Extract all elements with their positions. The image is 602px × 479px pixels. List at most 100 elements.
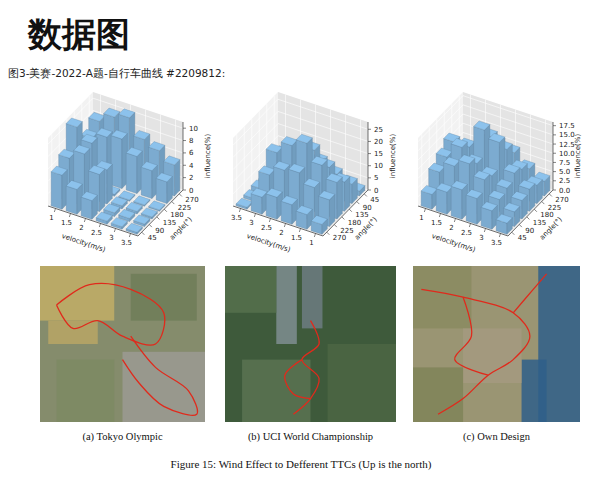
bar-face	[81, 192, 97, 201]
tick	[368, 190, 371, 191]
tick	[553, 144, 556, 145]
x-axis-line	[418, 206, 508, 236]
tick-label: 5	[374, 174, 378, 182]
bar	[266, 188, 282, 219]
tick	[512, 232, 515, 235]
bar-face	[281, 201, 292, 224]
bar-face	[99, 169, 104, 212]
tick	[269, 219, 270, 223]
tick	[553, 171, 556, 172]
panel-caption: (c) Own Design	[463, 431, 531, 443]
axis-title: angle(°)	[538, 215, 564, 241]
tick	[534, 209, 537, 212]
bar-face	[149, 142, 165, 151]
chart-3d: 11.522.533.545901351802252700.02.55.07.5…	[418, 92, 582, 254]
bar-face	[326, 173, 342, 182]
tick-label: 2	[79, 224, 83, 232]
route	[293, 321, 319, 415]
route	[57, 284, 165, 346]
tick-label: 225	[548, 204, 561, 212]
bar-face	[289, 164, 305, 173]
grid-line	[237, 134, 327, 232]
tick	[342, 217, 345, 220]
bar-face	[504, 203, 520, 212]
bar-face	[451, 181, 467, 190]
tick	[542, 202, 545, 205]
map-patch	[40, 266, 114, 321]
figure-caption: Figure 15: Wind Effect to Defferent TTCs…	[171, 458, 432, 471]
bar-face	[156, 178, 167, 203]
bar	[466, 189, 482, 224]
bar-face	[74, 145, 90, 154]
map	[225, 266, 396, 422]
bar-face	[266, 144, 282, 153]
bar	[251, 188, 267, 214]
bar-face	[236, 198, 252, 207]
route	[455, 297, 489, 375]
tick-label: 2	[449, 224, 453, 232]
tick-label: 45	[518, 234, 527, 242]
grid-line	[233, 99, 368, 145]
page: 数据图图3-美赛-2022-A题-自行车曲线 #2209812:11.522.5…	[0, 0, 602, 479]
tick-label: 0	[374, 187, 378, 195]
bar-face	[436, 183, 452, 192]
tick	[254, 214, 255, 218]
tick-label: 2.5	[91, 229, 102, 237]
tick	[54, 209, 55, 213]
map-background	[225, 266, 396, 422]
bar-face	[66, 180, 82, 189]
bar-face	[251, 188, 267, 197]
bars	[421, 121, 550, 234]
tick-label: 8	[189, 137, 193, 145]
tick-label: 3.5	[491, 239, 502, 247]
route	[513, 274, 546, 313]
tick	[364, 194, 367, 197]
bar	[311, 215, 327, 234]
tick-label: 1.5	[291, 234, 302, 242]
bar-face	[429, 163, 445, 172]
tick-label: 270	[555, 196, 568, 204]
map-imagery	[413, 266, 580, 422]
bar-face	[59, 149, 75, 158]
z-axis-line	[553, 122, 554, 190]
tick-label: 0.0	[559, 187, 570, 195]
bar-face	[281, 196, 297, 205]
bar-face	[66, 186, 77, 214]
tick-label: 17.5	[559, 122, 575, 130]
bar-face	[126, 153, 137, 194]
bar-face	[304, 178, 320, 187]
tick-label: 45	[148, 234, 157, 242]
bar-face	[107, 164, 112, 204]
bar-face	[141, 208, 157, 217]
tick-label: 1.5	[431, 219, 442, 227]
tick	[149, 225, 152, 228]
map-patch	[276, 266, 297, 344]
bar-face	[96, 212, 112, 221]
z-axis-line	[368, 122, 369, 190]
tick	[553, 134, 556, 135]
tick-label: 25	[374, 126, 383, 134]
grid-line	[74, 111, 164, 209]
map-patch	[48, 321, 98, 344]
bar-face	[126, 147, 142, 156]
tick-label: 15.0	[559, 131, 575, 139]
grid-line	[71, 100, 116, 214]
map-imagery	[40, 266, 205, 422]
x-axis-line	[233, 206, 323, 236]
bar-face	[119, 109, 135, 118]
tick-label: 180	[170, 211, 183, 219]
axis-title: influence(%)	[574, 134, 582, 179]
bar-face	[459, 155, 475, 164]
bar-face	[474, 121, 490, 130]
axis-title: velocity(m/s)	[246, 232, 292, 254]
tick	[183, 177, 186, 178]
tick-label: 2	[279, 229, 283, 237]
tick	[424, 209, 425, 213]
axis-title: angle(°)	[168, 215, 194, 241]
tick-label: 3.5	[121, 239, 132, 247]
tick	[553, 125, 556, 126]
bar-face	[481, 207, 492, 229]
bar-face	[174, 159, 179, 195]
tick	[183, 152, 186, 153]
bar	[436, 183, 452, 214]
